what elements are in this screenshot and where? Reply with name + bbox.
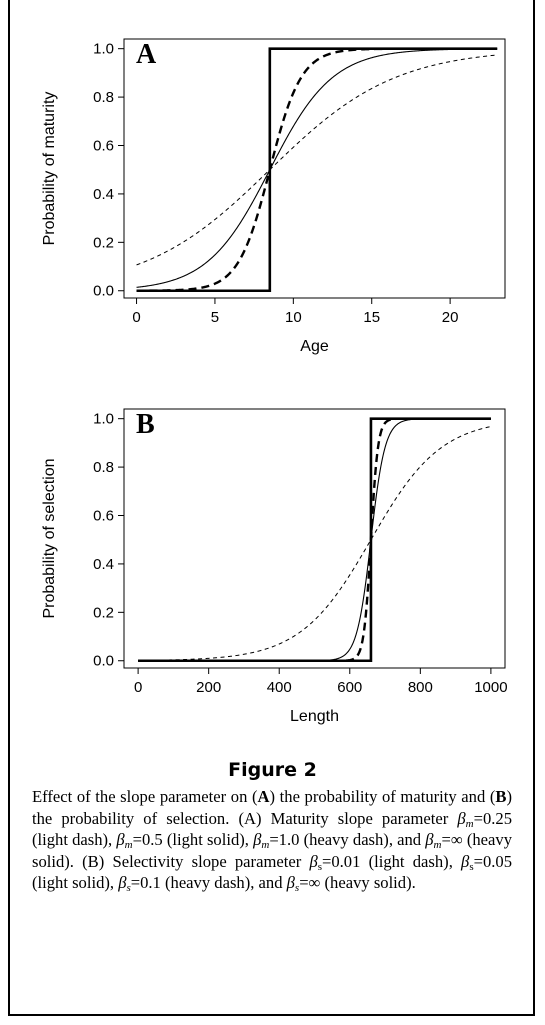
plot-box [123,408,506,669]
series-line-light-dash [136,54,498,266]
x-tick-label: 400 [267,679,292,696]
y-tick-label: 0.8 [93,89,114,106]
series-line-heavy-solid [136,47,498,293]
y-axis-label: Probability of maturity [41,92,58,246]
x-tick-label: 1000 [474,679,507,696]
y-axis-label: Probability of selection [41,458,58,618]
x-tick-label: 5 [211,309,219,326]
y-tick-label: 0.0 [93,653,114,670]
x-axis-label: Length [290,708,339,725]
y-tick-label: 0.4 [93,556,114,573]
y-tick-label: 0.6 [93,138,114,155]
y-tick-label: 0.6 [93,508,114,525]
series-line-heavy-solid [138,417,491,663]
y-tick-label: 1.0 [93,411,114,428]
chart-a: 0.0 0.2 0.4 0.6 0.8 1.0 0 5 10 15 20 Age Probability… [41,38,506,355]
y-tick-label: 0.2 [93,604,114,621]
series-line-heavy-dash [136,47,498,292]
figure-caption: Effect of the slope parameter on (A) the… [32,787,513,895]
x-tick-label: 0 [134,679,142,696]
series-line-light-dash [138,426,491,661]
x-tick-label: 10 [285,309,302,326]
x-tick-label: 800 [408,679,433,696]
x-tick-label: 0 [132,309,140,326]
figure-label: Figure 2 [228,759,317,781]
plot-box [123,38,506,299]
x-tick-label: 20 [442,309,459,326]
y-tick-label: 0.0 [93,283,114,300]
x-tick-label: 15 [363,309,380,326]
series-line-light-solid [138,418,491,662]
y-tick-label: 0.4 [93,186,114,203]
chart-b: 0.0 0.2 0.4 0.6 0.8 1.0 0 200 400 600 800 1000 Lengt… [41,408,508,725]
panel-letter: A [136,39,157,70]
x-tick-label: 600 [337,679,362,696]
y-tick-label: 1.0 [93,41,114,58]
x-tick-label: 200 [196,679,221,696]
figure-frame [8,0,535,1016]
y-tick-label: 0.8 [93,459,114,476]
x-axis-label: Age [300,338,329,355]
series-line-light-solid [136,48,498,288]
panel-letter: B [136,409,155,440]
series-line-heavy-dash [138,417,491,662]
y-tick-label: 0.2 [93,234,114,251]
